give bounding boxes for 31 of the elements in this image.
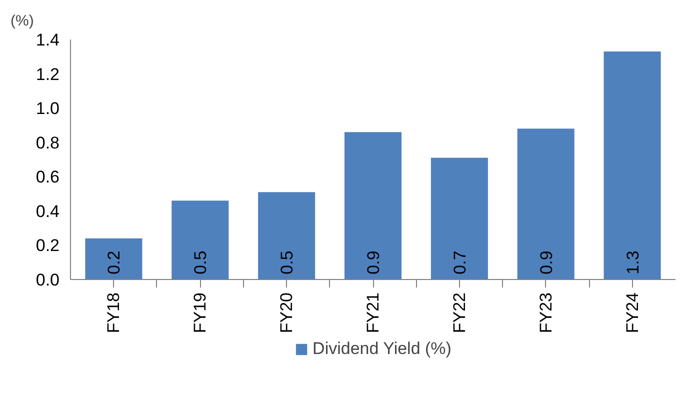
x-tick-label: FY23 <box>536 292 556 334</box>
bar <box>172 200 229 280</box>
data-label: 0.7 <box>450 250 470 274</box>
y-tick-label: 0.4 <box>36 202 60 221</box>
y-tick-label: 0.2 <box>36 236 60 256</box>
x-tick-label: FY24 <box>622 292 642 334</box>
bar <box>344 132 402 280</box>
bar <box>430 158 488 280</box>
legend-label: Dividend Yield (%) <box>312 339 452 359</box>
bar <box>604 52 661 280</box>
bar <box>517 128 574 280</box>
x-tick-label: FY19 <box>190 292 210 334</box>
y-tick-label: 0.6 <box>36 168 60 187</box>
x-tick-label: FY22 <box>450 292 469 334</box>
y-tick-label: 1.4 <box>36 30 60 50</box>
data-label: 1.3 <box>623 250 642 274</box>
y-tick-label: 1.2 <box>36 64 60 84</box>
x-tick-label: FY18 <box>104 292 124 334</box>
data-label: 0.5 <box>191 250 210 274</box>
data-label: 0.2 <box>104 250 124 274</box>
x-tick-label: FY20 <box>277 292 296 334</box>
y-tick-label: 0.8 <box>36 133 60 152</box>
data-label: 0.9 <box>536 250 556 274</box>
data-label: 0.5 <box>278 250 297 274</box>
bar <box>258 192 316 280</box>
x-tick-label: FY21 <box>364 292 382 334</box>
bar <box>85 238 142 280</box>
y-axis-title: (%) <box>10 12 34 30</box>
data-label: 0.9 <box>364 250 383 274</box>
y-tick-label: 1.0 <box>36 99 60 118</box>
y-tick-label: 0.0 <box>36 270 60 290</box>
